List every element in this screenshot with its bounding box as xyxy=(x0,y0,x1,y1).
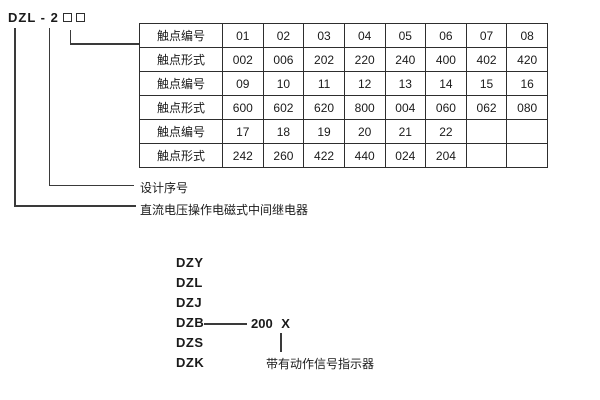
contact-table-row: 触点编号 01 02 03 04 05 06 07 08 xyxy=(139,23,548,48)
contact-table-row: 触点形式 002 006 202 220 240 400 402 420 xyxy=(139,47,548,72)
contact-cell: 03 xyxy=(303,23,345,48)
series-item-dzk: DZK xyxy=(176,355,205,370)
contact-table-body: 触点编号 01 02 03 04 05 06 07 08 触点形式 002 006 202 220 240 4… xyxy=(139,23,548,168)
connector-box-to-table-horizontal xyxy=(69,43,140,45)
series-item-dzl: DZL xyxy=(176,275,203,290)
connector-serial-horizontal xyxy=(48,184,134,186)
contact-cell: 02 xyxy=(262,23,305,48)
dzb-suffix: 200 X xyxy=(251,316,290,331)
series-item-dzb: DZB xyxy=(176,315,205,330)
contact-cell: 18 xyxy=(262,119,305,144)
dzb-connector-line xyxy=(204,323,247,325)
contact-cell: 620 xyxy=(303,95,345,120)
series-item-dzj: DZJ xyxy=(176,295,203,310)
row-header-cell: 触点形式 xyxy=(139,143,223,168)
series-list: DZY DZL DZJ DZB DZS DZK xyxy=(176,253,204,373)
series-item-dzy: DZY xyxy=(176,255,204,270)
contact-cell: 22 xyxy=(425,119,467,144)
contact-cell: 19 xyxy=(303,119,345,144)
row-header-cell: 触点形式 xyxy=(139,95,223,120)
relay-type-label: 直流电压操作电磁式中间继电器 xyxy=(140,203,309,217)
contact-cell: 12 xyxy=(343,71,386,96)
contact-cell: 422 xyxy=(303,143,345,168)
contact-cell: 060 xyxy=(425,95,467,120)
contact-cell: 21 xyxy=(384,119,427,144)
contact-cell: 080 xyxy=(506,95,548,120)
contact-table-row: 触点编号 09 10 11 12 13 14 15 16 xyxy=(139,71,548,96)
contact-cell: 242 xyxy=(222,143,264,168)
indicator-connector-line xyxy=(280,333,282,352)
row-header-cell: 触点形式 xyxy=(139,47,223,72)
model-title: DZL - 2 xyxy=(8,10,85,25)
row-header-cell: 触点编号 xyxy=(139,119,223,144)
connector-serial-vertical xyxy=(48,28,50,186)
contact-cell: 01 xyxy=(222,23,264,48)
row-header-cell: 触点编号 xyxy=(139,23,223,48)
contact-cell: 024 xyxy=(384,143,427,168)
contact-cell: 05 xyxy=(384,23,427,48)
connector-relay-type-horizontal xyxy=(14,205,136,207)
contact-table-row: 触点形式 242 260 422 440 024 204 xyxy=(139,143,548,168)
placeholder-box-icon xyxy=(75,13,85,22)
contact-cell: 602 xyxy=(262,95,305,120)
contact-cell: 402 xyxy=(465,47,508,72)
contact-cell: 09 xyxy=(222,71,264,96)
connector-relay-type-vertical xyxy=(14,28,16,206)
contact-cell: 06 xyxy=(425,23,467,48)
contact-cell: 800 xyxy=(343,95,386,120)
contact-cell xyxy=(465,119,508,144)
contact-cell: 04 xyxy=(343,23,386,48)
contact-cell xyxy=(506,143,548,168)
contact-cell: 202 xyxy=(303,47,345,72)
contact-cell: 006 xyxy=(262,47,305,72)
contact-cell: 14 xyxy=(425,71,467,96)
contact-table-row: 触点形式 600 602 620 800 004 060 062 080 xyxy=(139,95,548,120)
design-serial-label: 设计序号 xyxy=(140,181,189,195)
contact-cell: 062 xyxy=(465,95,508,120)
contact-cell: 220 xyxy=(343,47,386,72)
contact-cell: 600 xyxy=(222,95,264,120)
contact-cell: 10 xyxy=(262,71,305,96)
contact-cell: 15 xyxy=(465,71,508,96)
contact-table: 触点编号 01 02 03 04 05 06 07 08 触点形式 002 006 202 220 240 4… xyxy=(139,23,548,168)
row-header-cell: 触点编号 xyxy=(139,71,223,96)
contact-cell: 440 xyxy=(343,143,386,168)
contact-cell: 17 xyxy=(222,119,264,144)
contact-cell: 240 xyxy=(384,47,427,72)
contact-cell xyxy=(506,119,548,144)
series-item-dzs: DZS xyxy=(176,335,204,350)
contact-cell: 07 xyxy=(465,23,508,48)
contact-cell: 260 xyxy=(262,143,305,168)
contact-cell: 08 xyxy=(506,23,548,48)
contact-cell: 004 xyxy=(384,95,427,120)
indicator-label: 带有动作信号指示器 xyxy=(266,357,375,371)
contact-cell xyxy=(465,143,508,168)
contact-cell: 002 xyxy=(222,47,264,72)
contact-cell: 13 xyxy=(384,71,427,96)
connector-box-to-table-vertical xyxy=(69,30,71,44)
contact-cell: 420 xyxy=(506,47,548,72)
contact-cell: 204 xyxy=(425,143,467,168)
contact-table-row: 触点编号 17 18 19 20 21 22 xyxy=(139,119,548,144)
contact-cell: 20 xyxy=(343,119,386,144)
model-prefix: DZL - 2 xyxy=(8,10,59,25)
contact-cell: 400 xyxy=(425,47,467,72)
contact-cell: 11 xyxy=(303,71,345,96)
placeholder-box-icon xyxy=(62,13,72,22)
contact-cell: 16 xyxy=(506,71,548,96)
